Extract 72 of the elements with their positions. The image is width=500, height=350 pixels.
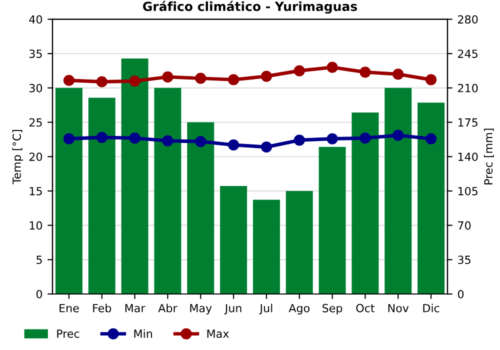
- bar: [384, 88, 412, 294]
- x-tick-label: Jul: [259, 304, 272, 314]
- y2-axis-title: Prec [mm]: [484, 128, 494, 184]
- y-tick-label: 25: [29, 118, 42, 127]
- legend-label: Min: [134, 329, 152, 338]
- x-tick-label: Sep: [322, 304, 342, 314]
- x-tick-label: May: [190, 304, 212, 314]
- legend-label: Prec: [57, 330, 80, 338]
- x-tick-label: Ene: [60, 304, 79, 312]
- point: [129, 132, 140, 144]
- bar: [318, 146, 346, 294]
- y-tick-label: 20: [29, 152, 42, 162]
- y2-tick-label: 70: [458, 221, 471, 230]
- y2-tick-label: 140: [458, 152, 478, 162]
- x-tick-label: Dic: [423, 304, 440, 312]
- point: [260, 141, 272, 153]
- bar: [286, 190, 313, 294]
- bar: [418, 102, 445, 294]
- x-tick-label: Mar: [125, 304, 146, 312]
- x-tick-label: Oct: [356, 304, 375, 312]
- y-axis-title: Temp [°C]: [12, 130, 24, 184]
- bar: [154, 88, 182, 294]
- point: [96, 132, 108, 143]
- y2-tick-label: 175: [458, 118, 478, 127]
- bar: [187, 122, 214, 294]
- y-tick-label: 5: [36, 256, 42, 264]
- bar: [121, 58, 148, 294]
- y-tick-label: 40: [29, 15, 42, 24]
- point: [425, 74, 437, 86]
- x-tick-label: Feb: [93, 304, 112, 312]
- y2-tick-label: 210: [458, 84, 478, 92]
- point: [392, 130, 404, 141]
- point: [326, 133, 338, 144]
- point: [360, 66, 371, 78]
- point: [129, 76, 140, 87]
- point: [195, 136, 206, 148]
- point: [360, 132, 371, 144]
- point: [162, 135, 174, 146]
- chart-title: Gráfico climático - Yurimaguas: [143, 0, 358, 14]
- point: [96, 76, 108, 88]
- point: [228, 139, 240, 151]
- bar: [352, 112, 379, 294]
- point: [260, 70, 272, 82]
- point: [326, 62, 338, 73]
- point: [63, 74, 75, 86]
- y2-tick-label: 280: [458, 15, 478, 24]
- point: [195, 72, 206, 84]
- y-tick-label: 0: [36, 290, 42, 298]
- bar: [55, 88, 82, 294]
- y-tick-label: 30: [29, 84, 42, 92]
- y-tick-label: 15: [30, 187, 42, 196]
- point: [425, 133, 437, 144]
- y2-tick-label: 245: [458, 50, 478, 58]
- point: [294, 134, 305, 146]
- x-tick-label: Nov: [388, 304, 409, 312]
- bar: [252, 200, 280, 294]
- point: [294, 65, 305, 76]
- point: [228, 74, 240, 86]
- point: [63, 133, 75, 144]
- x-tick-label: Ago: [288, 304, 310, 314]
- y-tick-label: 10: [30, 221, 42, 230]
- y2-tick-label: 35: [458, 256, 470, 264]
- point: [162, 71, 174, 83]
- x-tick-label: Jun: [224, 304, 242, 314]
- y2-tick-label: 0: [458, 290, 464, 298]
- bar: [88, 98, 116, 294]
- y-tick-label: 35: [29, 50, 42, 58]
- bar: [220, 186, 248, 294]
- y2-tick-label: 105: [458, 186, 478, 196]
- point: [392, 68, 404, 80]
- x-tick-label: Abr: [158, 304, 178, 312]
- legend-label: Max: [207, 330, 229, 338]
